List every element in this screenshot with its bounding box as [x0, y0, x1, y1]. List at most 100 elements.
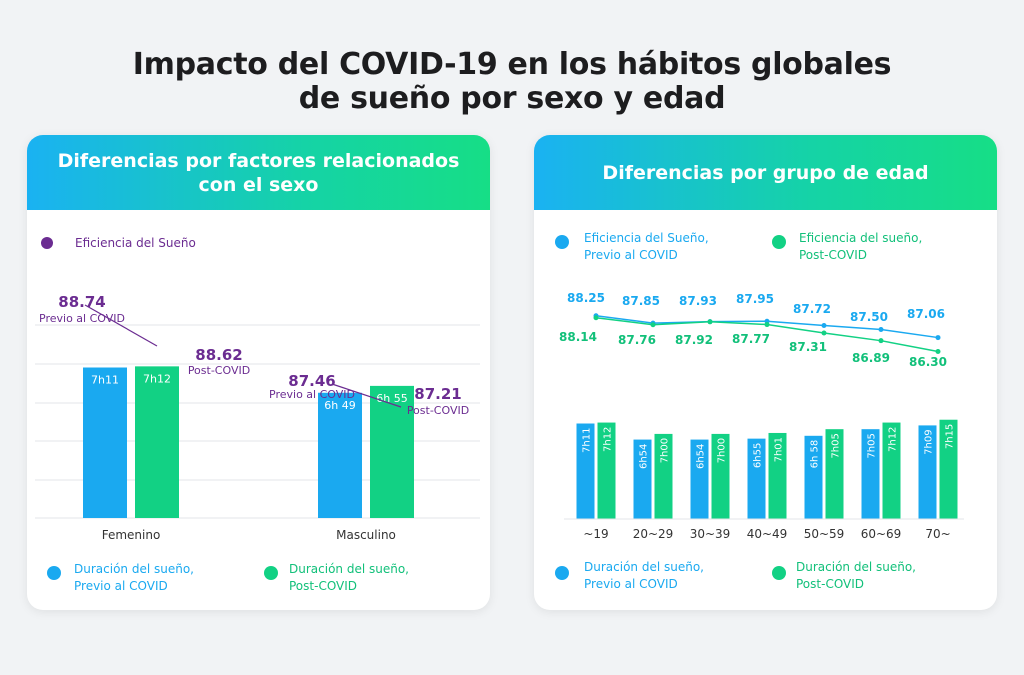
- bar-value-label: 7h09: [924, 429, 935, 454]
- bar-value-label: 7h11: [91, 374, 119, 387]
- bar-value-label: 7h12: [603, 427, 614, 452]
- efficiency-label-pre: Previo al COVID: [269, 388, 355, 401]
- efficiency-value-pre: 87.93: [679, 294, 717, 308]
- legend-green-marker: [772, 566, 786, 580]
- legend-blue-marker: [555, 566, 569, 580]
- age-panel-header: Diferencias por grupo de edad: [534, 135, 997, 210]
- bar-post-covid: [882, 422, 901, 519]
- legend-blue-line-2: Previo al COVID: [584, 577, 678, 591]
- bar-value-label: 6h54: [639, 444, 650, 469]
- efficiency-value-pre: 88.74: [58, 293, 105, 311]
- gender-panel: Diferencias por factores relacionados co…: [27, 135, 490, 610]
- efficiency-label-post: Post-COVID: [407, 404, 469, 417]
- bar-pre-covid: [633, 439, 652, 519]
- bar-value-label: 7h11: [582, 428, 593, 453]
- bar-pre-covid: [918, 425, 937, 519]
- legend-blue-marker: [47, 566, 61, 580]
- efficiency-value-post: 86.30: [909, 355, 947, 369]
- efficiency-point-post: [764, 322, 770, 328]
- title-line-1: Impacto del COVID-19 en los hábitos glob…: [132, 47, 892, 82]
- bar-post-covid: [711, 433, 730, 519]
- legend-green-line-2: Post-COVID: [289, 579, 357, 593]
- bar-pre-covid: [690, 439, 709, 519]
- legend-eff-green-line-1: Eficiencia del sueño,: [799, 231, 922, 245]
- legend-green-line-2: Post-COVID: [796, 577, 864, 591]
- efficiency-value-post: 88.14: [559, 330, 597, 344]
- legend-eff-blue-line-2: Previo al COVID: [584, 248, 678, 262]
- efficiency-value-pre: 87.06: [907, 307, 945, 321]
- efficiency-value-pre: 87.72: [793, 302, 831, 316]
- efficiency-value-pre: 87.95: [736, 292, 774, 306]
- bar-value-label: 7h01: [774, 437, 785, 462]
- category-label: ~19: [583, 527, 608, 541]
- efficiency-point-post: [878, 338, 884, 344]
- legend-green-line-1: Duración del sueño,: [289, 562, 409, 576]
- legend-green-line-1: Duración del sueño,: [796, 560, 916, 574]
- gender-chart: 7h11 7h12 Femenino 6h 49 6h 55 Masculino 88.7…: [35, 236, 480, 593]
- efficiency-point-post: [650, 322, 656, 328]
- bar-post-covid: [135, 366, 179, 518]
- bar-pre-covid: [83, 367, 127, 518]
- legend-eff-green-marker: [772, 235, 786, 249]
- bar-value-label: 7h00: [717, 438, 728, 463]
- efficiency-value-pre: 87.46: [288, 372, 335, 390]
- legend-eff-blue-line-1: Eficiencia del Sueño,: [584, 231, 709, 245]
- efficiency-label-post: Post-COVID: [188, 364, 250, 377]
- efficiency-value-post: 87.92: [675, 333, 713, 347]
- bar-value-label: 6h 55: [376, 392, 407, 405]
- efficiency-line: [331, 383, 402, 408]
- gender-panel-header: Diferencias por factores relacionados co…: [27, 135, 490, 210]
- bar-value-label: 7h12: [888, 427, 899, 452]
- bar-value-label: 6h55: [753, 443, 764, 468]
- efficiency-value-post: 87.77: [732, 332, 770, 346]
- efficiency-point-pre: [935, 335, 941, 341]
- category-label: 30~39: [690, 527, 731, 541]
- bar-post-covid: [825, 429, 844, 519]
- efficiency-value-post: 86.89: [852, 351, 890, 365]
- title-line-2: de sueño por sexo y edad: [298, 81, 726, 116]
- bar-value-label: 7h05: [831, 433, 842, 458]
- legend-eff-green-line-2: Post-COVID: [799, 248, 867, 262]
- efficiency-label-pre: Previo al COVID: [39, 312, 125, 325]
- bar-post-covid: [654, 433, 673, 519]
- efficiency-point-post: [593, 315, 599, 321]
- efficiency-point-pre: [878, 327, 884, 332]
- category-label: 70~: [925, 527, 950, 541]
- bar-post-covid: [597, 422, 616, 519]
- bar-value-label: 6h 49: [324, 399, 355, 412]
- age-panel: Diferencias por grupo de edad 7h11 7h12 ~1…: [534, 135, 997, 610]
- category-label: Masculino: [336, 528, 396, 542]
- bar-pre-covid: [861, 429, 880, 519]
- legend-blue-line-1: Duración del sueño,: [74, 562, 194, 576]
- efficiency-point-post: [821, 330, 827, 336]
- efficiency-line: [84, 304, 158, 347]
- bar-value-label: 7h00: [660, 438, 671, 463]
- efficiency-point-pre: [821, 322, 827, 328]
- page-title: Impacto del COVID-19 en los hábitos glob…: [0, 48, 1024, 116]
- age-chart: 7h11 7h12 ~19 6h54 7h00 20~29 6h54 7h00 30~39 6h5…: [555, 231, 964, 591]
- legend-blue-line-1: Duración del sueño,: [584, 560, 704, 574]
- category-label: 60~69: [861, 527, 902, 541]
- efficiency-value-pre: 87.50: [850, 310, 888, 324]
- bar-post-covid: [370, 385, 414, 518]
- efficiency-point-post: [707, 319, 713, 325]
- efficiency-point-post: [935, 349, 941, 354]
- category-label: 40~49: [747, 527, 788, 541]
- efficiency-value-post: 87.31: [789, 340, 827, 354]
- bar-value-label: 7h15: [945, 424, 956, 449]
- category-label: Femenino: [102, 528, 161, 542]
- bar-pre-covid: [318, 392, 362, 518]
- bar-pre-covid: [804, 435, 823, 519]
- bar-value-label: 6h 58: [810, 440, 821, 469]
- category-label: 20~29: [633, 527, 674, 541]
- legend-blue-line-2: Previo al COVID: [74, 579, 168, 593]
- efficiency-value-post: 87.76: [618, 333, 656, 347]
- bar-pre-covid: [576, 423, 595, 519]
- bar-post-covid: [768, 432, 787, 519]
- bar-value-label: 7h05: [867, 433, 878, 458]
- legend-eff-blue-marker: [555, 235, 569, 249]
- efficiency-value-post: 88.62: [195, 346, 242, 364]
- efficiency-legend-marker: [41, 237, 53, 249]
- efficiency-value-pre: 88.25: [567, 291, 605, 305]
- efficiency-value-post: 87.21: [414, 385, 461, 403]
